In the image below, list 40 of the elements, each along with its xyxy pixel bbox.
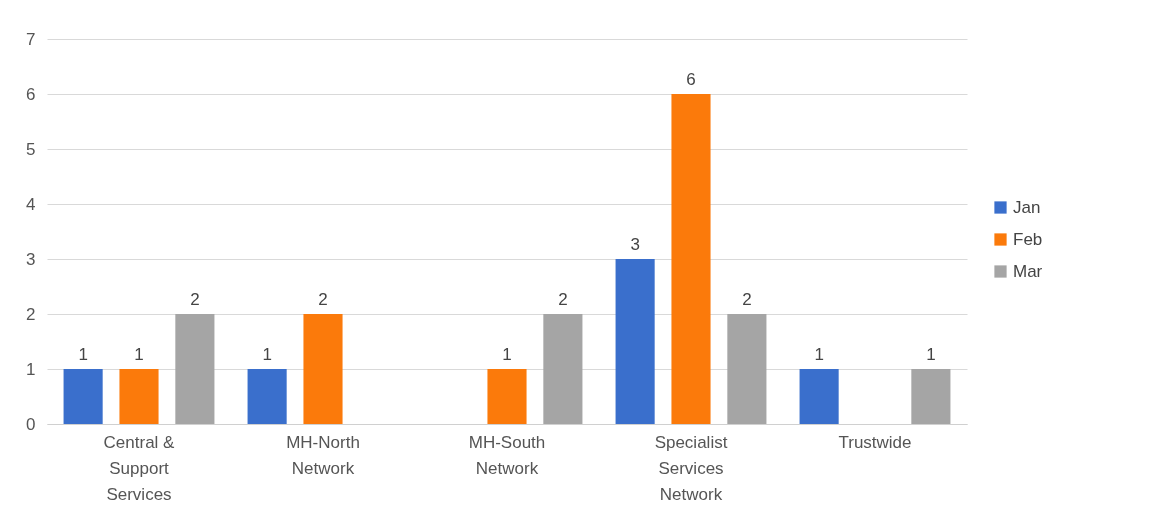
- x-tick-label: Trustwide: [838, 432, 912, 452]
- data-label: 1: [926, 345, 936, 364]
- y-tick-label: 3: [26, 249, 36, 269]
- y-tick-label: 6: [26, 84, 36, 104]
- bar: [487, 369, 527, 424]
- legend-label: Feb: [1013, 229, 1043, 249]
- bar: [175, 314, 215, 424]
- legend-label: Mar: [1013, 261, 1043, 281]
- data-label: 2: [190, 290, 200, 309]
- bar: [615, 259, 655, 424]
- data-label: 1: [78, 345, 88, 364]
- bar: [911, 369, 951, 424]
- x-tick-label: MH-South Network: [468, 432, 546, 478]
- bar: [543, 314, 583, 424]
- data-label: 3: [630, 235, 640, 254]
- bar: [799, 369, 839, 424]
- data-label: 1: [502, 345, 512, 364]
- data-label: 1: [814, 345, 824, 364]
- bar: [303, 314, 343, 424]
- x-tick-label: MH-North Network: [286, 432, 360, 478]
- bar: [119, 369, 159, 424]
- y-tick-label: 7: [26, 29, 36, 49]
- y-tick-label: 1: [26, 359, 36, 379]
- data-label: 6: [686, 70, 696, 89]
- legend-label: Jan: [1013, 197, 1041, 217]
- data-label: 1: [134, 345, 144, 364]
- bar: [671, 94, 711, 424]
- x-tick-label: Central & Support Services: [103, 432, 176, 504]
- bar: [247, 369, 287, 424]
- y-tick-label: 2: [26, 304, 36, 324]
- y-tick-label: 5: [26, 139, 36, 159]
- y-tick-label: 4: [26, 194, 36, 214]
- data-label: 1: [262, 345, 272, 364]
- data-label: 2: [558, 290, 568, 309]
- y-tick-label: 0: [26, 414, 36, 434]
- data-label: 2: [318, 290, 328, 309]
- bar: [63, 369, 103, 424]
- data-label: 2: [742, 290, 752, 309]
- x-tick-label: Specialist Services Network: [654, 432, 728, 504]
- bar: [727, 314, 767, 424]
